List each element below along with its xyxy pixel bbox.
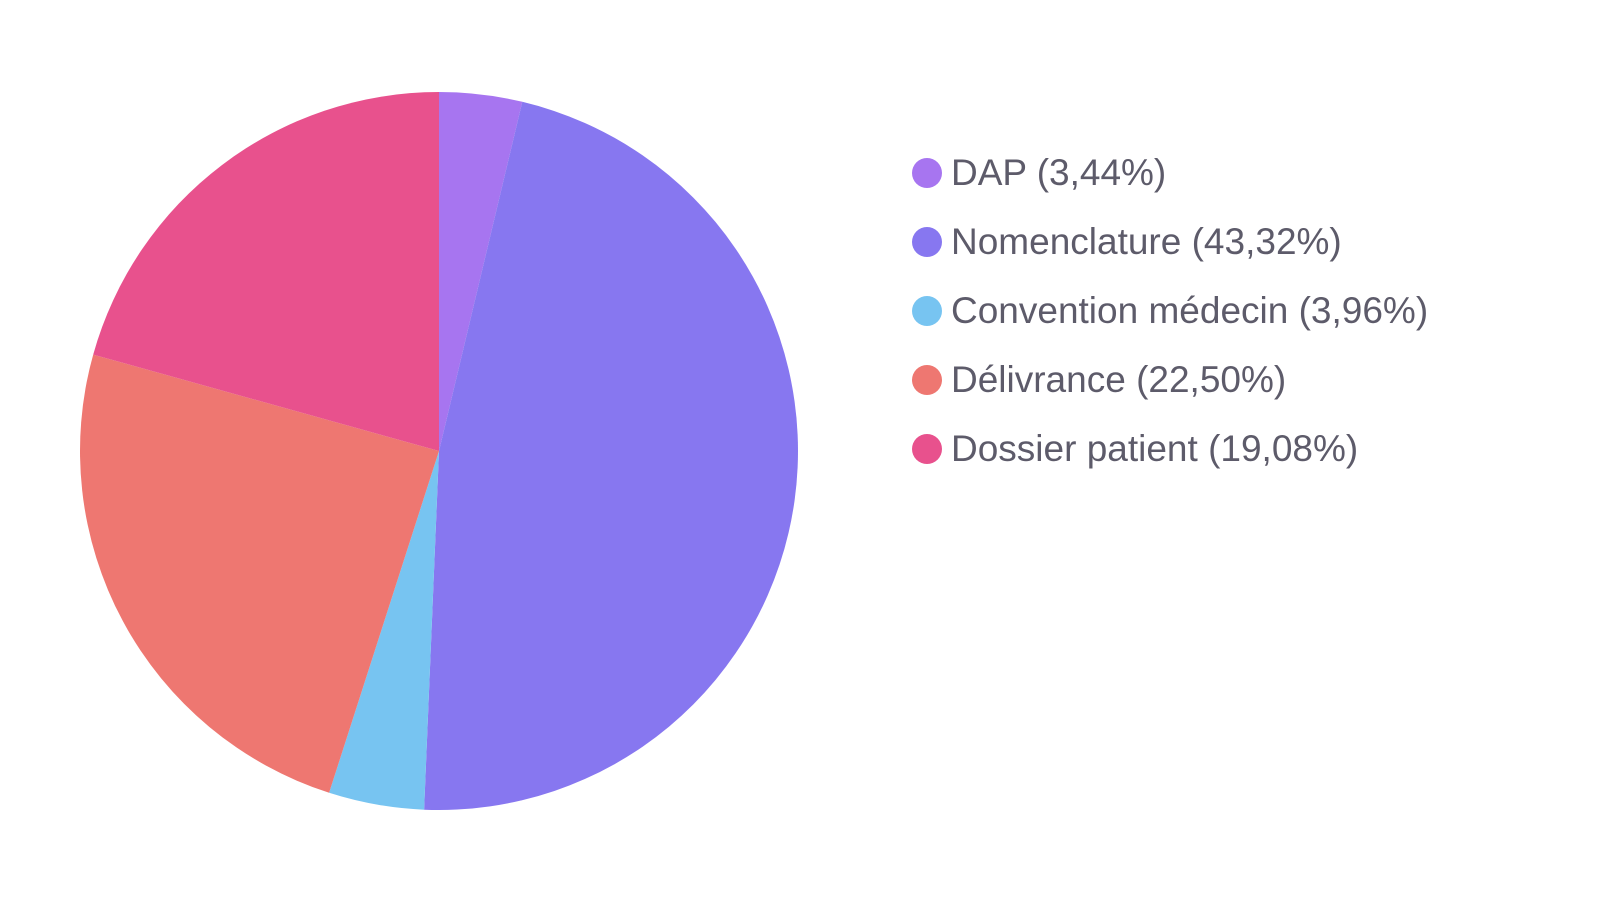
legend-item-nomenclature[interactable]: Nomenclature (43,32%) xyxy=(912,207,1428,276)
pie-slice-dossier-patient[interactable] xyxy=(93,92,440,451)
legend: DAP (3,44%) Nomenclature (43,32%) Conven… xyxy=(912,138,1428,483)
legend-dot xyxy=(912,226,942,257)
pie-slice-dap[interactable] xyxy=(439,92,523,451)
legend-dot xyxy=(912,157,942,188)
legend-item-delivrance[interactable]: Délivrance (22,50%) xyxy=(912,345,1428,414)
legend-label: Délivrance (22,50%) xyxy=(951,358,1287,400)
legend-label: Dossier patient (19,08%) xyxy=(951,427,1359,469)
legend-dot xyxy=(912,364,942,395)
legend-label: Convention médecin (3,96%) xyxy=(951,289,1429,331)
legend-dot xyxy=(912,295,942,326)
pie-slice-delivrance[interactable] xyxy=(80,354,439,793)
legend-item-dap[interactable]: DAP (3,44%) xyxy=(912,138,1428,207)
legend-label: Nomenclature (43,32%) xyxy=(951,220,1342,262)
legend-item-convention-medecin[interactable]: Convention médecin (3,96%) xyxy=(912,276,1428,345)
pie-slice-nomenclature[interactable] xyxy=(424,101,799,811)
legend-dot xyxy=(912,433,942,464)
legend-label: DAP (3,44%) xyxy=(951,151,1167,193)
pie-slice-convention-medecin[interactable] xyxy=(329,451,439,810)
legend-item-dossier-patient[interactable]: Dossier patient (19,08%) xyxy=(912,414,1428,483)
